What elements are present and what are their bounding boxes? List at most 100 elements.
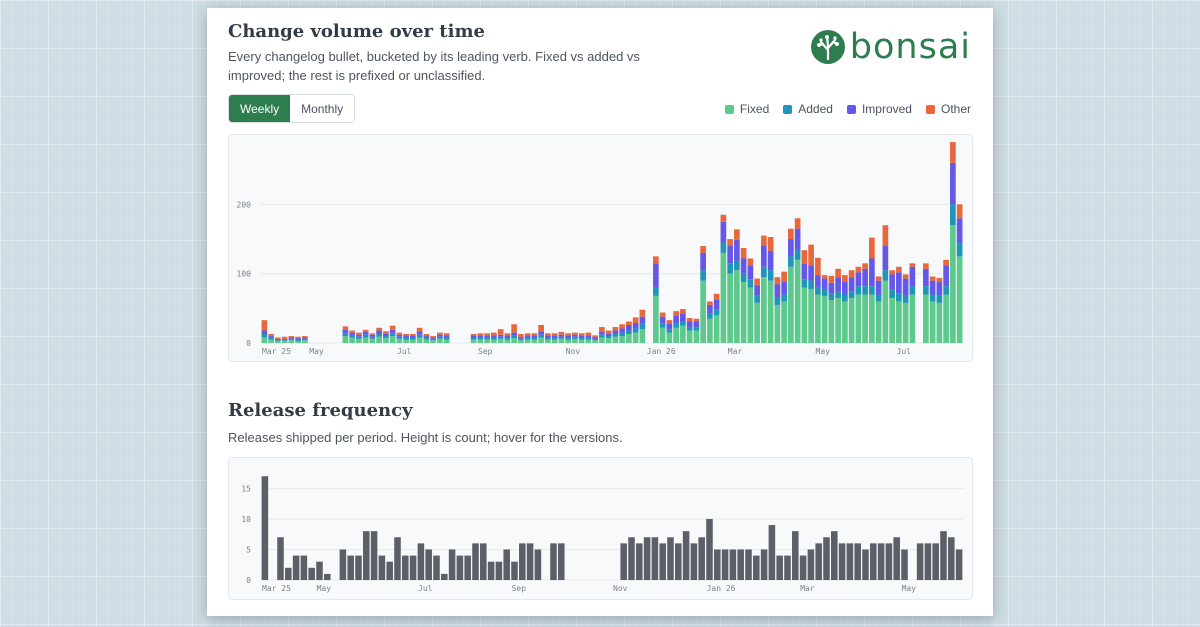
bar-releases[interactable] bbox=[378, 555, 386, 580]
bar-added[interactable] bbox=[653, 287, 659, 296]
bar-releases[interactable] bbox=[792, 531, 799, 580]
bar-improved[interactable] bbox=[275, 338, 281, 340]
bar-other[interactable] bbox=[788, 228, 794, 240]
bar-other[interactable] bbox=[956, 204, 963, 219]
bar-other[interactable] bbox=[389, 325, 396, 330]
bar-improved[interactable] bbox=[653, 263, 659, 288]
bar-releases[interactable] bbox=[620, 543, 627, 580]
bar-improved[interactable] bbox=[511, 332, 517, 336]
bar-improved[interactable] bbox=[477, 335, 484, 338]
bar-added[interactable] bbox=[673, 323, 679, 328]
bar-fixed[interactable] bbox=[639, 329, 646, 343]
bar-improved[interactable] bbox=[349, 332, 355, 336]
bar-fixed[interactable] bbox=[369, 338, 376, 343]
bar-added[interactable] bbox=[848, 291, 855, 298]
bar-improved[interactable] bbox=[713, 299, 720, 310]
bar-other[interactable] bbox=[349, 330, 355, 333]
bar-other[interactable] bbox=[801, 250, 808, 265]
bar-other[interactable] bbox=[585, 332, 592, 336]
bar-fixed[interactable] bbox=[619, 336, 625, 343]
bar-added[interactable] bbox=[410, 337, 416, 340]
bar-improved[interactable] bbox=[923, 268, 929, 287]
bar-fixed[interactable] bbox=[889, 297, 895, 343]
bar-added[interactable] bbox=[531, 337, 538, 340]
bar-fixed[interactable] bbox=[437, 338, 443, 343]
bar-releases[interactable] bbox=[448, 549, 456, 580]
bar-releases[interactable] bbox=[916, 543, 924, 580]
bar-improved[interactable] bbox=[788, 239, 794, 257]
bar-improved[interactable] bbox=[842, 282, 848, 295]
bar-other[interactable] bbox=[504, 333, 511, 336]
bar-other[interactable] bbox=[720, 214, 727, 222]
bar-added[interactable] bbox=[929, 294, 936, 302]
bar-improved[interactable] bbox=[565, 335, 571, 338]
bar-added[interactable] bbox=[801, 279, 808, 288]
bar-other[interactable] bbox=[470, 333, 477, 336]
bar-added[interactable] bbox=[504, 337, 511, 340]
bar-improved[interactable] bbox=[727, 246, 733, 264]
bar-added[interactable] bbox=[585, 337, 592, 340]
bar-other[interactable] bbox=[443, 333, 450, 336]
bar-releases[interactable] bbox=[659, 543, 666, 580]
bar-releases[interactable] bbox=[347, 555, 354, 580]
bar-fixed[interactable] bbox=[747, 287, 754, 343]
bar-other[interactable] bbox=[268, 333, 274, 337]
bar-fixed[interactable] bbox=[950, 225, 956, 343]
bar-improved[interactable] bbox=[578, 335, 585, 338]
bar-releases[interactable] bbox=[675, 543, 682, 580]
bar-improved[interactable] bbox=[605, 333, 612, 337]
bar-other[interactable] bbox=[896, 266, 902, 273]
bar-improved[interactable] bbox=[734, 239, 740, 261]
bar-releases[interactable] bbox=[815, 543, 822, 580]
bar-other[interactable] bbox=[275, 337, 281, 339]
bar-fixed[interactable] bbox=[815, 294, 821, 344]
bar-releases[interactable] bbox=[955, 549, 963, 580]
bar-releases[interactable] bbox=[308, 567, 315, 580]
bar-added[interactable] bbox=[835, 291, 841, 298]
bar-other[interactable] bbox=[437, 332, 443, 335]
bar-other[interactable] bbox=[950, 142, 956, 163]
bar-other[interactable] bbox=[605, 330, 612, 334]
bar-other[interactable] bbox=[626, 321, 632, 325]
bar-improved[interactable] bbox=[889, 274, 895, 290]
bar-fixed[interactable] bbox=[862, 294, 868, 344]
bar-fixed[interactable] bbox=[275, 340, 281, 343]
bar-fixed[interactable] bbox=[511, 338, 517, 343]
bar-other[interactable] bbox=[302, 336, 308, 338]
bar-added[interactable] bbox=[842, 294, 848, 302]
bar-fixed[interactable] bbox=[754, 302, 760, 343]
bar-improved[interactable] bbox=[666, 323, 673, 330]
bar-fixed[interactable] bbox=[855, 294, 862, 344]
bar-added[interactable] bbox=[376, 333, 382, 337]
bar-fixed[interactable] bbox=[781, 301, 787, 343]
bar-other[interactable] bbox=[882, 225, 889, 246]
bar-added[interactable] bbox=[612, 333, 619, 337]
bar-fixed[interactable] bbox=[848, 297, 855, 343]
bar-added[interactable] bbox=[578, 337, 585, 340]
bar-added[interactable] bbox=[619, 332, 625, 337]
bar-releases[interactable] bbox=[893, 537, 900, 580]
bar-improved[interactable] bbox=[956, 218, 963, 243]
bar-fixed[interactable] bbox=[713, 315, 720, 343]
bar-releases[interactable] bbox=[862, 549, 869, 580]
bar-fixed[interactable] bbox=[835, 297, 841, 343]
bar-fixed[interactable] bbox=[869, 294, 875, 344]
bar-added[interactable] bbox=[950, 204, 956, 226]
bar-fixed[interactable] bbox=[632, 332, 639, 343]
bar-added[interactable] bbox=[794, 249, 801, 260]
bar-fixed[interactable] bbox=[531, 339, 538, 343]
bar-other[interactable] bbox=[639, 309, 646, 317]
bar-fixed[interactable] bbox=[761, 277, 767, 343]
bar-improved[interactable] bbox=[781, 282, 787, 295]
bar-fixed[interactable] bbox=[801, 287, 808, 343]
bar-fixed[interactable] bbox=[821, 295, 828, 343]
bar-other[interactable] bbox=[747, 258, 754, 266]
bar-fixed[interactable] bbox=[443, 339, 450, 343]
bar-improved[interactable] bbox=[862, 268, 868, 287]
bar-improved[interactable] bbox=[538, 331, 544, 335]
bar-added[interactable] bbox=[558, 336, 565, 339]
bar-improved[interactable] bbox=[430, 337, 436, 339]
bar-added[interactable] bbox=[302, 338, 308, 341]
bar-added[interactable] bbox=[659, 323, 666, 328]
bar-added[interactable] bbox=[599, 334, 605, 338]
